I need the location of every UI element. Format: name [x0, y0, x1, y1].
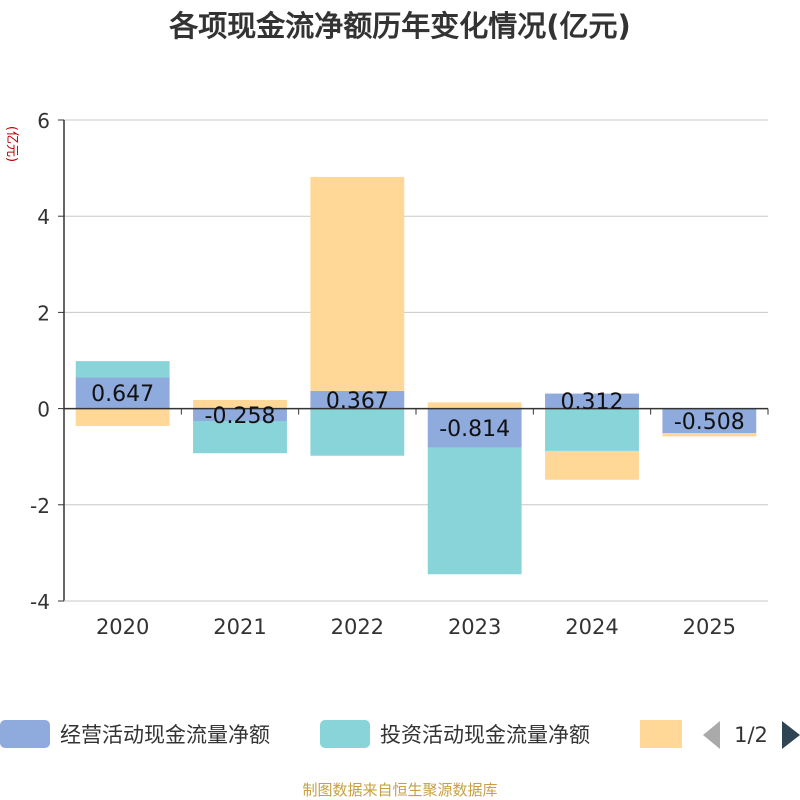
bar-segment — [310, 176, 405, 391]
bar-segment — [310, 408, 405, 456]
bar-segment — [545, 450, 639, 480]
legend-swatch-financing[interactable] — [640, 720, 682, 748]
bar-segment — [427, 402, 522, 409]
data-label: 0.647 — [91, 382, 154, 407]
data-label: -0.258 — [205, 404, 276, 429]
bar-segment — [662, 433, 757, 437]
x-tick-label: 2023 — [448, 615, 501, 639]
x-tick-label: 2021 — [213, 615, 266, 639]
tick-labels: -4 -2 0 2 4 6 2020 2021 2022 2023 2024 2025 — [30, 109, 736, 639]
grid-lines — [64, 119, 768, 602]
y-tick-label: 6 — [37, 109, 50, 133]
legend-page-indicator: 1/2 — [734, 723, 768, 747]
data-label: 0.312 — [561, 390, 624, 415]
bars — [75, 176, 757, 575]
legend: 经营活动现金流量净额 投资活动现金流量净额 1/2 — [0, 720, 800, 749]
bar-segment — [427, 408, 522, 448]
bar-segment — [75, 377, 170, 409]
y-tick-label: -2 — [30, 494, 50, 518]
x-tick-label: 2020 — [96, 615, 149, 639]
bar-segment — [545, 393, 639, 409]
x-tick-label: 2024 — [565, 615, 618, 639]
bar-segment — [75, 361, 170, 378]
legend-swatch-operating[interactable] — [0, 720, 50, 748]
bar-segment — [310, 390, 405, 409]
legend-swatch-investing[interactable] — [320, 720, 370, 748]
chart-title: 各项现金流净额历年变化情况(亿元) — [168, 9, 631, 43]
x-tick-label: 2025 — [683, 615, 736, 639]
y-tick-label: -4 — [30, 590, 50, 614]
axes — [58, 119, 769, 602]
legend-label-operating[interactable]: 经营活动现金流量净额 — [60, 723, 270, 747]
bar-segment — [193, 408, 287, 422]
bar-segment — [427, 447, 522, 575]
y-axis-label: (亿元) — [4, 126, 19, 162]
bar-segment — [193, 421, 287, 454]
bar-segment — [662, 408, 757, 434]
data-label: -0.814 — [439, 417, 510, 442]
y-tick-label: 0 — [37, 398, 50, 422]
bar-segment — [193, 399, 287, 409]
data-labels: 0.647 -0.258 0.367 -0.814 0.312 -0.508 — [91, 382, 745, 442]
y-tick-label: 2 — [37, 301, 50, 325]
data-source-note: 制图数据来自恒生聚源数据库 — [302, 781, 497, 799]
bar-segment — [75, 408, 170, 426]
legend-prev-arrow-icon[interactable] — [703, 721, 720, 749]
bar-segment — [545, 408, 639, 451]
data-label: -0.508 — [674, 410, 745, 435]
data-label: 0.367 — [326, 389, 389, 414]
legend-next-arrow-icon[interactable] — [782, 721, 800, 749]
y-tick-label: 4 — [37, 205, 50, 229]
legend-label-investing[interactable]: 投资活动现金流量净额 — [380, 723, 590, 747]
x-tick-label: 2022 — [331, 615, 384, 639]
